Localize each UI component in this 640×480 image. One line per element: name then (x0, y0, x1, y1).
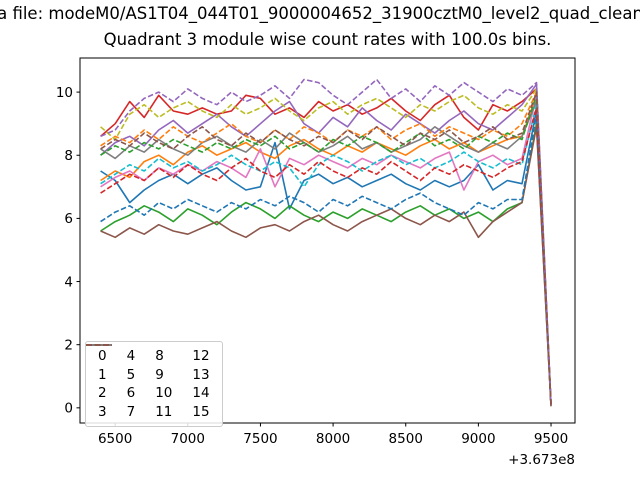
y-axis-tick-label: 0 (64, 401, 73, 417)
y-axis-tick-label: 2 (64, 337, 73, 353)
x-axis-tick-label: 9500 (534, 431, 568, 447)
legend-item-3: 3 (86, 344, 112, 420)
y-axis-tick-label: 6 (64, 211, 73, 227)
legend-label-5: 5 (126, 366, 136, 383)
legend-label-13: 13 (192, 366, 210, 383)
legend-item-7: 7 (86, 344, 136, 420)
x-axis-tick-label: 7500 (243, 431, 277, 447)
legend-label-6: 6 (126, 385, 136, 402)
plot-frame (79, 57, 576, 424)
x-axis-tick-label: 7000 (171, 431, 205, 447)
series-line-8 (100, 88, 552, 405)
legend-item-11: 11 (86, 344, 173, 420)
series-line-6 (100, 94, 552, 405)
legend-label-0: 0 (98, 348, 107, 365)
x-axis-tick-label: 6500 (98, 431, 132, 447)
legend-item-5: 5 (86, 344, 136, 383)
legend-label-15: 15 (192, 403, 210, 420)
series-line-13 (100, 107, 552, 405)
legend-label-14: 14 (192, 385, 210, 402)
legend-item-2: 2 (86, 344, 112, 402)
y-axis-tick-label: 8 (64, 148, 73, 164)
series-line-11 (100, 91, 552, 405)
legend: 0 4 8 12 1 5 9 13 2 6 10 14 3 7 11 15 (85, 341, 223, 427)
series-line-15 (100, 91, 552, 405)
legend-label-3: 3 (98, 403, 107, 420)
figure-title: a file: modeM0/AS1T04_044T01_9000004652_… (0, 4, 640, 23)
series-line-5 (100, 126, 552, 407)
legend-item-9: 9 (86, 344, 172, 383)
legend-item-10: 10 (86, 344, 173, 402)
legend-label-4: 4 (126, 348, 136, 365)
series-line-9 (100, 103, 552, 405)
legend-item-6: 6 (86, 344, 136, 402)
legend-label-1: 1 (98, 366, 107, 383)
series-line-7 (100, 100, 552, 405)
legend-item-4: 4 (86, 344, 136, 365)
x-axis-tick-label: 8000 (316, 431, 350, 447)
legend-line-sample-15 (86, 344, 112, 346)
legend-item-15: 15 (86, 344, 210, 420)
legend-label-12: 12 (192, 348, 210, 365)
series-line-12 (100, 94, 552, 405)
legend-item-1: 1 (86, 344, 112, 383)
legend-item-14: 14 (86, 344, 210, 402)
legend-label-9: 9 (155, 366, 164, 383)
legend-label-2: 2 (98, 385, 107, 402)
legend-label-10: 10 (155, 385, 173, 402)
legend-item-0: 0 (86, 344, 112, 365)
axes-title: Quadrant 3 module wise count rates with … (103, 30, 552, 49)
series-line-3 (100, 88, 552, 405)
series-line-14 (100, 78, 552, 405)
legend-label-8: 8 (155, 348, 164, 365)
x-axis-tick-label: 9000 (461, 431, 495, 447)
legend-label-11: 11 (155, 403, 173, 420)
x-axis-tick-label: 8500 (389, 431, 423, 447)
series-line-10 (100, 113, 552, 405)
legend-item-12: 12 (86, 344, 210, 365)
series-line-2 (100, 122, 552, 406)
series-line-4 (100, 83, 552, 405)
y-axis-tick-label: 4 (64, 274, 73, 290)
legend-item-13: 13 (86, 344, 210, 383)
y-axis-tick-label: 10 (56, 85, 73, 101)
legend-item-8: 8 (86, 344, 172, 365)
legend-label-7: 7 (126, 403, 136, 420)
x-axis-offset-label: +3.673e8 (508, 452, 575, 468)
